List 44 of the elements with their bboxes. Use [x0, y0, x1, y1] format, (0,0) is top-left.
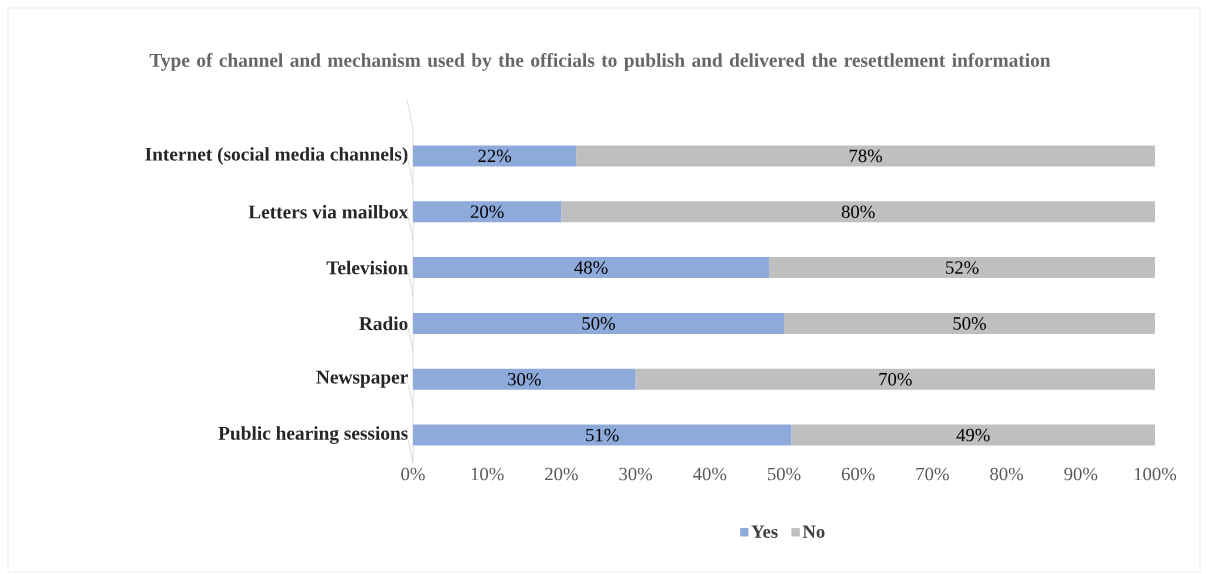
bar	[576, 145, 1155, 167]
bar	[413, 145, 577, 167]
data-label: 52%	[946, 261, 979, 274]
x-tick-label: 10%	[471, 467, 504, 481]
x-tick-label: 0%	[401, 467, 425, 481]
data-label: 22%	[478, 149, 512, 163]
bar	[791, 424, 1155, 446]
bar	[413, 201, 562, 223]
data-label: 49%	[956, 428, 990, 442]
legend-label: No	[802, 525, 825, 538]
x-tick-label: 30%	[619, 467, 653, 481]
y-tick-label: Public hearing sessions	[218, 426, 408, 444]
chart-title: Type of channel and mechanism used by the officials to publish and delivered the resettlement information	[149, 53, 1051, 71]
bar	[769, 257, 1155, 279]
x-tick-label: 60%	[841, 467, 875, 481]
bar	[413, 424, 792, 446]
x-tick-label: 100%	[1134, 467, 1177, 481]
x-tick-label: 80%	[990, 467, 1024, 481]
x-tick-label: 90%	[1064, 467, 1098, 481]
legend-label: Yes	[751, 525, 778, 538]
data-label: 50%	[582, 317, 615, 330]
y-tick-label: Newspaper	[316, 370, 408, 388]
data-label: 80%	[841, 205, 875, 219]
data-label: 51%	[586, 428, 619, 442]
y-tick-label: Radio	[359, 316, 408, 331]
bar	[413, 368, 636, 390]
y-tick-label: Internet (social media channels)	[145, 147, 408, 165]
bar	[635, 368, 1155, 390]
x-tick-label: 20%	[545, 467, 578, 481]
data-label: 78%	[849, 149, 883, 163]
data-label: 30%	[508, 372, 541, 386]
x-tick-label: 50%	[767, 467, 801, 481]
bar	[413, 257, 770, 279]
y-tick-label: Television	[326, 260, 409, 275]
data-label: 20%	[470, 205, 504, 219]
data-label: 70%	[879, 372, 912, 386]
x-tick-label: 40%	[693, 467, 727, 481]
x-tick-label: 70%	[916, 467, 949, 481]
data-label: 48%	[574, 261, 608, 274]
bar	[561, 201, 1155, 223]
bar	[413, 312, 784, 334]
bar	[784, 312, 1155, 334]
y-tick-label: Letters via mailbox	[248, 204, 409, 219]
data-label: 50%	[953, 317, 986, 330]
